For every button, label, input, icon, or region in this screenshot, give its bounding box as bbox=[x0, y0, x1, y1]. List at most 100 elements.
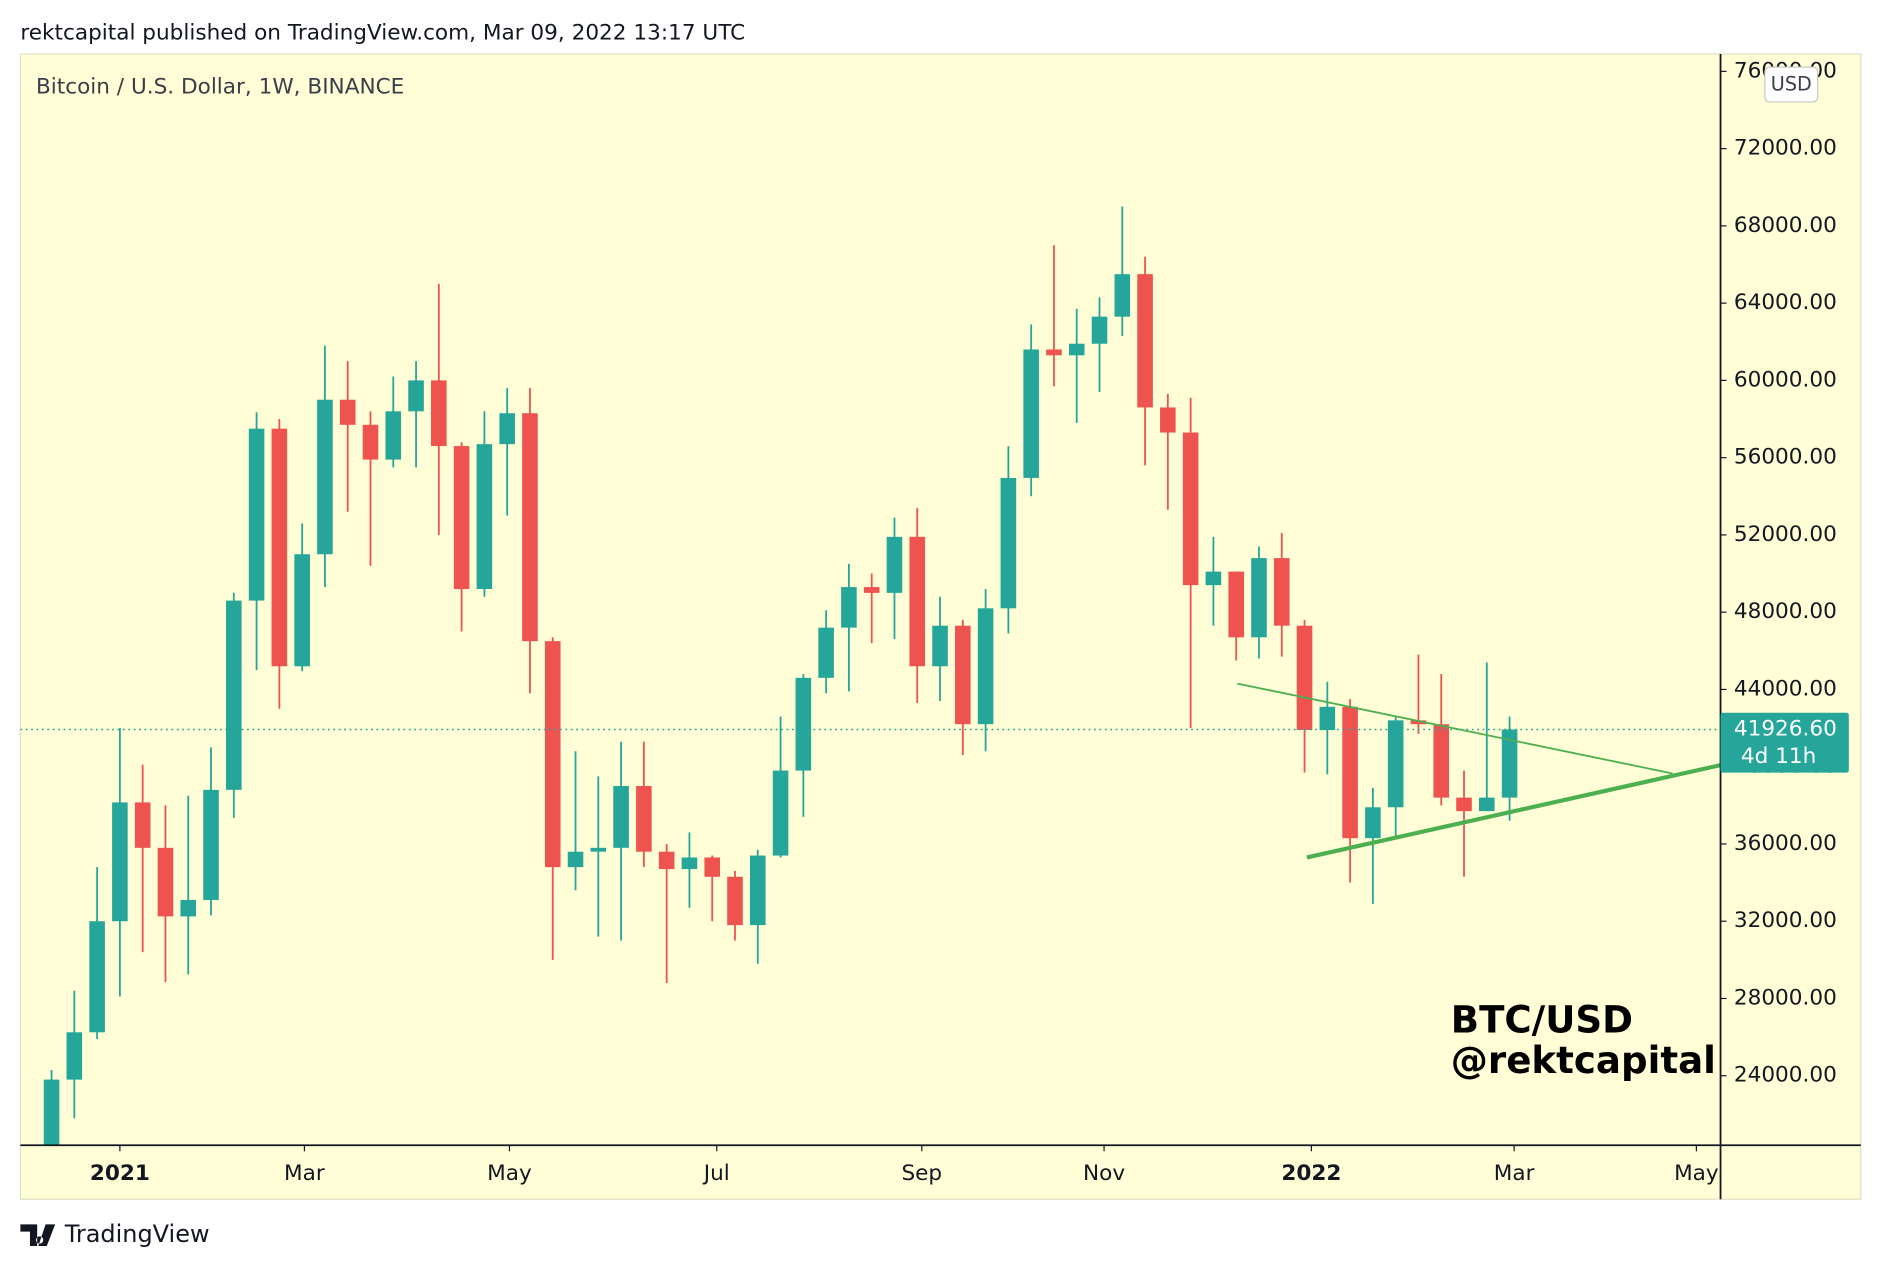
y-tick-label: 72000.00 bbox=[1734, 136, 1837, 161]
candle-body bbox=[636, 786, 652, 852]
candle-body bbox=[704, 857, 721, 877]
y-tick-label: 24000.00 bbox=[1734, 1063, 1837, 1088]
candle-body bbox=[112, 802, 128, 922]
candle-body bbox=[886, 536, 903, 593]
candle-body bbox=[613, 786, 629, 848]
currency-label: USD bbox=[1771, 73, 1812, 96]
candle-body bbox=[1296, 625, 1313, 731]
y-tick-label: 68000.00 bbox=[1734, 213, 1837, 238]
publish-header: rektcapital published on TradingView.com… bbox=[20, 21, 745, 46]
candle-body bbox=[544, 641, 561, 868]
candle-body bbox=[1023, 349, 1039, 478]
candle-body bbox=[89, 921, 105, 1033]
candle-body bbox=[818, 627, 834, 678]
candle-body bbox=[772, 770, 789, 856]
candle-body bbox=[727, 876, 743, 926]
ascending-trendline bbox=[1306, 763, 1721, 860]
tradingview-logo: TradingView bbox=[20, 1220, 210, 1248]
candle-body bbox=[1205, 571, 1222, 586]
candle-body bbox=[909, 536, 926, 667]
candle-body bbox=[522, 413, 538, 642]
candle-body bbox=[499, 413, 515, 445]
x-tick-label: Mar bbox=[1494, 1161, 1535, 1186]
candle-body bbox=[248, 428, 265, 601]
y-tick-label: 48000.00 bbox=[1734, 599, 1837, 624]
currency-badge[interactable] bbox=[1764, 66, 1819, 103]
y-tick-label: 64000.00 bbox=[1734, 290, 1837, 315]
candle-body bbox=[567, 851, 584, 868]
candle-body bbox=[863, 587, 880, 593]
candle-body bbox=[226, 600, 242, 790]
x-tick-label: 2021 bbox=[90, 1161, 150, 1186]
y-tick-label: 60000.00 bbox=[1734, 367, 1837, 392]
candle-body bbox=[1365, 807, 1381, 839]
candle-body bbox=[1091, 316, 1108, 344]
candle-body bbox=[955, 625, 971, 725]
candle-body bbox=[339, 399, 356, 425]
candle-body bbox=[1501, 729, 1518, 798]
candle-body bbox=[431, 380, 447, 447]
descending-trendline bbox=[1237, 682, 1673, 775]
x-tick-label: Nov bbox=[1083, 1161, 1125, 1186]
logo-icon bbox=[20, 1224, 56, 1247]
candle-body bbox=[932, 625, 948, 667]
symbol-title: Bitcoin / U.S. Dollar, 1W, BINANCE bbox=[36, 75, 404, 100]
candle-body bbox=[180, 899, 197, 917]
candle-body bbox=[1342, 706, 1358, 839]
plot-area bbox=[20, 206, 1721, 1146]
candle-body bbox=[681, 857, 698, 870]
x-tick-label: 2022 bbox=[1281, 1161, 1341, 1186]
candle-body bbox=[1456, 797, 1472, 812]
logo-text: TradingView bbox=[64, 1220, 210, 1248]
x-tick-label: Sep bbox=[901, 1161, 942, 1186]
y-tick-label: 44000.00 bbox=[1734, 676, 1837, 701]
x-tick-label: Jul bbox=[702, 1161, 730, 1186]
candle-body bbox=[1228, 571, 1244, 638]
candle-body bbox=[134, 802, 151, 848]
candle-body bbox=[476, 444, 493, 589]
candle-body bbox=[1160, 407, 1176, 433]
y-tick-label: 32000.00 bbox=[1734, 908, 1837, 933]
candle-body bbox=[453, 446, 470, 589]
candle-body bbox=[1479, 797, 1495, 812]
candle-body bbox=[1046, 349, 1062, 356]
candle-body bbox=[658, 851, 675, 870]
candle-body bbox=[362, 424, 379, 460]
candle-body bbox=[317, 399, 333, 555]
candle-body bbox=[1137, 274, 1153, 408]
candle-body bbox=[203, 789, 219, 900]
y-tick-label: 28000.00 bbox=[1734, 985, 1837, 1010]
candle-body bbox=[157, 847, 174, 917]
y-tick-label: 36000.00 bbox=[1734, 831, 1837, 856]
last-price-label: 41926.60 bbox=[1734, 716, 1837, 741]
annotation: @rektcapital bbox=[1451, 1038, 1716, 1082]
candle-body bbox=[1251, 558, 1267, 638]
axes: 24000.0028000.0032000.0036000.0040000.00… bbox=[90, 58, 1837, 1186]
annotation: BTC/USD bbox=[1451, 997, 1633, 1041]
candle-body bbox=[1182, 432, 1199, 586]
candle-body bbox=[408, 380, 424, 412]
candle-body bbox=[590, 847, 607, 852]
candle-body bbox=[1068, 343, 1085, 356]
x-tick-label: May bbox=[487, 1161, 532, 1186]
y-tick-label: 56000.00 bbox=[1734, 445, 1837, 470]
candle-body bbox=[795, 677, 812, 771]
candle-body bbox=[1319, 706, 1336, 731]
candle-body bbox=[66, 1032, 83, 1080]
candle-body bbox=[1000, 477, 1017, 609]
candle-body bbox=[749, 855, 766, 926]
y-tick-label: 52000.00 bbox=[1734, 522, 1837, 547]
candle-body bbox=[1114, 274, 1131, 317]
candle-body bbox=[1387, 720, 1404, 808]
candle-body bbox=[385, 411, 402, 460]
candle-body bbox=[294, 554, 310, 667]
x-tick-label: May bbox=[1674, 1161, 1719, 1186]
candle-body bbox=[43, 1079, 60, 1146]
candle-body bbox=[977, 608, 994, 725]
candle-body bbox=[271, 428, 288, 667]
candle-body bbox=[1273, 558, 1290, 626]
bar-countdown: 4d 11h bbox=[1741, 744, 1816, 769]
candle-body bbox=[1410, 720, 1427, 725]
